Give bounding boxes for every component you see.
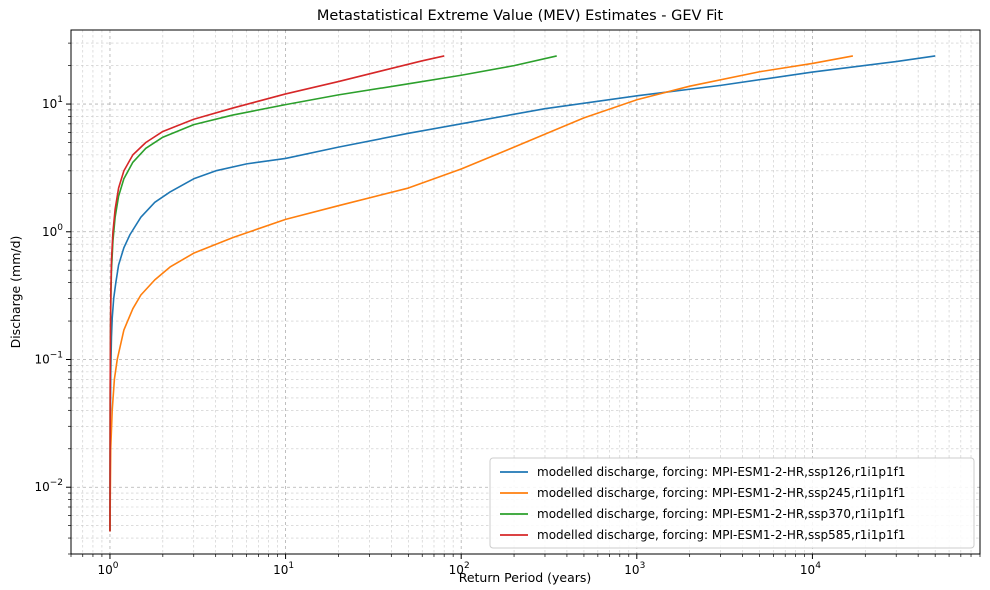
legend-label-2: modelled discharge, forcing: MPI-ESM1-2-… [537,486,905,500]
series-line-2 [109,55,854,532]
y-tick-label: 100 [42,223,63,239]
legend-box [489,457,975,549]
x-tick-exponent: 0 [113,561,119,571]
x-tick-base: 10 [273,563,288,577]
x-tick-label: 102 [449,561,470,577]
x-tick-base: 10 [97,563,112,577]
y-tick-exponent: 0 [57,223,63,233]
legend-label-1: modelled discharge, forcing: MPI-ESM1-2-… [537,465,905,479]
x-tick-base: 10 [800,563,815,577]
y-tick-exponent: 1 [57,95,63,105]
y-tick-exponent: −1 [50,350,63,360]
legend-label-3: modelled discharge, forcing: MPI-ESM1-2-… [537,507,905,521]
legend-label-4: modelled discharge, forcing: MPI-ESM1-2-… [537,528,905,542]
series-line-1 [109,55,936,532]
x-tick-exponent: 1 [288,561,294,571]
x-tick-label: 103 [624,561,645,577]
x-tick-base: 10 [449,563,464,577]
legend: modelled discharge, forcing: MPI-ESM1-2-… [489,457,975,549]
y-tick-base: 10 [34,352,49,366]
y-axis-label: Discharge (mm/d) [8,236,23,349]
x-tick-exponent: 2 [464,561,470,571]
x-tick-exponent: 3 [640,561,646,571]
x-tick-label: 100 [97,561,118,577]
y-tick-exponent: −2 [50,478,63,488]
y-tick-label: 10−1 [34,350,63,366]
series-line-4 [109,55,445,532]
x-axis-label: Return Period (years) [459,570,592,585]
y-tick-base: 10 [34,480,49,494]
y-tick-base: 10 [42,97,57,111]
x-tick-exponent: 4 [815,561,821,571]
chart-title: Metastatistical Extreme Value (MEV) Esti… [317,8,723,24]
y-tick-base: 10 [42,225,57,239]
x-tick-label: 101 [273,561,294,577]
x-tick-base: 10 [624,563,639,577]
series-lines [109,55,936,532]
y-tick-label: 10−2 [34,478,63,494]
x-tick-label: 104 [800,561,821,577]
y-tick-label: 101 [42,95,63,111]
plot-frame [70,29,981,555]
